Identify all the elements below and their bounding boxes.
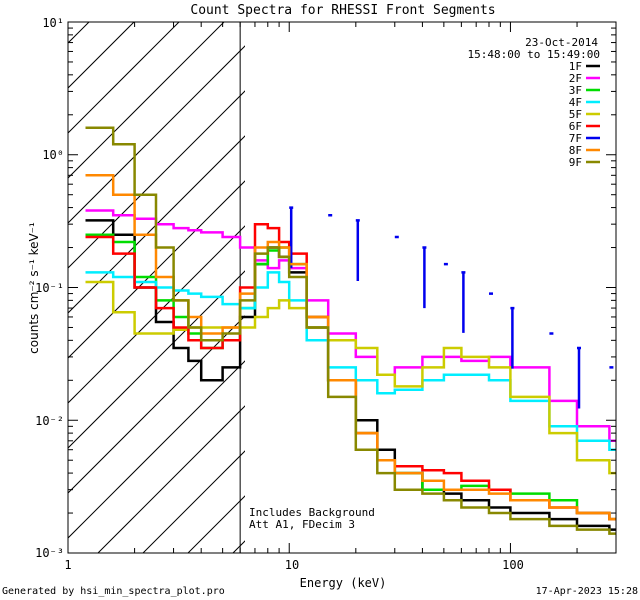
y-tick-label-1e-3: 10⁻³ (35, 546, 64, 560)
legend-label-5F: 5F (569, 108, 582, 121)
y-tick-label-1e-1: 10⁻¹ (35, 281, 64, 295)
annotation-background: Includes Background (249, 506, 375, 519)
date-label: 23-Oct-2014 (525, 36, 598, 49)
time-range-label: 15:48:00 to 15:49:00 (468, 48, 600, 61)
hatch-line (68, 225, 245, 404)
footer-timestamp: 17-Apr-2023 15:28 (536, 586, 638, 597)
hatch-line (68, 22, 135, 89)
hatch-line (68, 90, 245, 269)
x-axis-label: Energy (keV) (300, 576, 387, 590)
hatch-line (142, 450, 245, 553)
x-tick-label-1: 1 (64, 558, 71, 572)
hatch-line (68, 315, 245, 494)
series-layer (85, 126, 616, 535)
hatch-line (68, 360, 245, 539)
legend-label-8F: 8F (569, 144, 582, 157)
y-tick-label-1e0: 10⁰ (42, 148, 64, 162)
x-tick-label-100: 100 (502, 558, 524, 572)
chart-title: Count Spectra for RHESSI Front Segments (190, 3, 495, 18)
legend-label-4F: 4F (569, 96, 582, 109)
legend-label-9F: 9F (569, 156, 582, 169)
y-axis-label: counts cm⁻² s⁻¹ keV⁻¹ (27, 222, 41, 354)
y-tick-label-1e1: 10¹ (42, 16, 64, 30)
hatch-line (68, 22, 180, 134)
footer-generated-by: Generated by hsi_min_spectra_plot.pro (2, 586, 225, 597)
x-tick-label-10: 10 (285, 558, 299, 572)
y-tick-label-1e-2: 10⁻² (35, 414, 64, 428)
legend-label-2F: 2F (569, 72, 582, 85)
hatch-line (97, 405, 245, 553)
hatch-line (68, 45, 245, 224)
axis-ticks (67, 21, 617, 554)
series-7F (289, 206, 614, 409)
legend-label-6F: 6F (569, 120, 582, 133)
hatch-line (68, 22, 225, 179)
legend-label-3F: 3F (569, 84, 582, 97)
series-9F (85, 126, 616, 535)
legend-label-1F: 1F (569, 60, 582, 73)
annotation-attenuator: Att A1, FDecim 3 (249, 518, 355, 531)
legend-label-7F: 7F (569, 132, 582, 145)
